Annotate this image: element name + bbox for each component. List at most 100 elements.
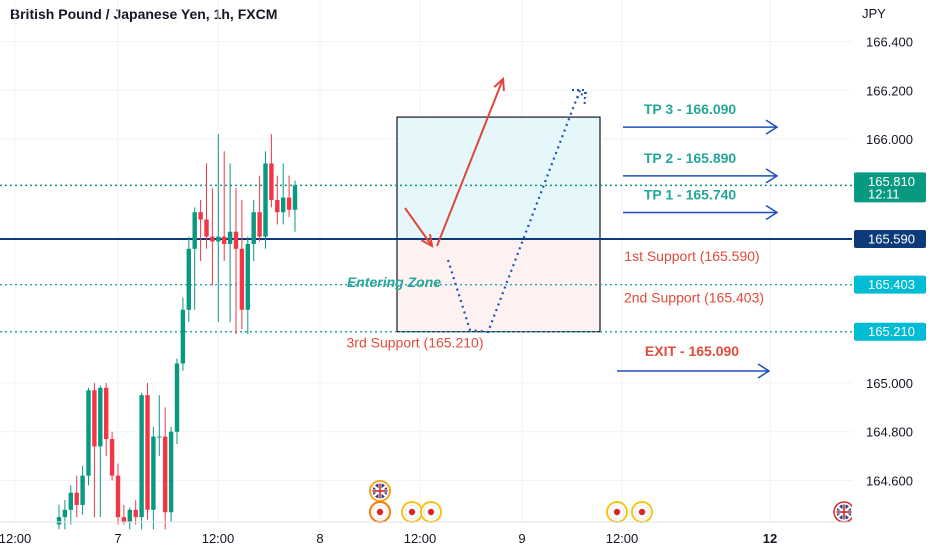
candle-body bbox=[198, 212, 203, 220]
chart-title: British Pound / Japanese Yen, 1h, FXCM bbox=[10, 6, 278, 22]
candle-body bbox=[104, 387, 109, 440]
time-tick: 12 bbox=[763, 531, 777, 546]
candle-body bbox=[180, 309, 186, 364]
candle-body bbox=[292, 185, 298, 210]
support-label: 3rd Support (165.210) bbox=[347, 335, 484, 351]
japan-flag-icon[interactable] bbox=[401, 501, 423, 523]
candle-body bbox=[145, 395, 150, 510]
price-tick: 164.800 bbox=[866, 425, 913, 440]
price-tick: 165.000 bbox=[866, 376, 913, 391]
japan-flag-icon[interactable] bbox=[420, 501, 442, 523]
price-tick: 164.600 bbox=[866, 474, 913, 489]
flag-dot bbox=[427, 508, 435, 516]
candle-body bbox=[233, 231, 239, 249]
japan-flag-icon[interactable] bbox=[369, 501, 391, 523]
time-tick: 12:00 bbox=[0, 531, 31, 546]
price-axis: JPY 166.400 166.200 166.000 165.000 164.800 16… bbox=[852, 0, 932, 550]
time-tick: 7 bbox=[114, 531, 121, 546]
events-layer bbox=[369, 480, 855, 523]
candle-body bbox=[227, 231, 233, 244]
tp-arrow-head bbox=[765, 119, 779, 135]
zone-outline bbox=[396, 116, 601, 333]
zone-boxes bbox=[396, 116, 601, 333]
candle-body bbox=[80, 475, 85, 505]
price-badge-label: 165.810 bbox=[868, 174, 915, 189]
price-tick: 166.400 bbox=[866, 34, 913, 49]
support-label: 2nd Support (165.403) bbox=[624, 290, 764, 306]
arrow-head bbox=[421, 234, 434, 248]
price-tick: 166.000 bbox=[866, 132, 913, 147]
time-tick: 12:00 bbox=[606, 531, 639, 546]
candle-body bbox=[139, 395, 144, 518]
japan-flag-icon[interactable] bbox=[631, 501, 653, 523]
candle-body bbox=[245, 243, 250, 310]
time-tick: 8 bbox=[316, 531, 323, 546]
uk-flag-icon[interactable] bbox=[836, 504, 852, 520]
candle-body bbox=[186, 248, 191, 310]
candle-body bbox=[281, 197, 286, 213]
candle-body bbox=[216, 236, 221, 242]
flag-dot bbox=[638, 508, 646, 516]
candle-body bbox=[115, 475, 121, 518]
entering-zone-label: Entering Zone bbox=[347, 274, 441, 290]
price-badge-sub: 12:11 bbox=[868, 186, 900, 201]
candle-body bbox=[174, 363, 180, 432]
red-arrow-up bbox=[436, 78, 504, 247]
annotations-layer: TP 3 - 166.090 TP 2 - 165.890 TP 1 - 165.7… bbox=[347, 76, 779, 379]
candle-body bbox=[109, 439, 115, 476]
flag-dot bbox=[408, 508, 416, 516]
candle-body bbox=[86, 390, 91, 476]
tp-arrow-head bbox=[765, 204, 779, 221]
candle-body bbox=[275, 200, 280, 213]
japan-flag-icon[interactable] bbox=[606, 501, 628, 523]
candle-body bbox=[151, 436, 156, 510]
candle-body bbox=[204, 219, 209, 237]
price-tick: 166.200 bbox=[866, 83, 913, 98]
candle-body bbox=[192, 212, 197, 249]
tp-arrow-head bbox=[765, 168, 779, 184]
red-arrow-down bbox=[404, 207, 433, 247]
candle-body bbox=[251, 212, 256, 244]
price-axis-bg bbox=[852, 0, 932, 550]
flag-dot bbox=[613, 508, 621, 516]
candle-body bbox=[127, 509, 132, 522]
candle-body bbox=[157, 436, 162, 438]
time-tick: 9 bbox=[518, 531, 525, 546]
candle-body bbox=[239, 248, 245, 310]
arrow-head bbox=[493, 76, 505, 92]
price-badge bbox=[854, 322, 926, 341]
candle-body bbox=[210, 236, 215, 242]
candle-body bbox=[286, 197, 292, 210]
uk-flag-icon[interactable] bbox=[369, 480, 391, 502]
exit-label: EXIT - 165.090 bbox=[645, 343, 739, 359]
exit-arrow-head bbox=[757, 363, 771, 379]
currency-label: JPY bbox=[862, 6, 886, 21]
candle-body bbox=[269, 163, 274, 201]
candle-body bbox=[121, 517, 127, 522]
zone-box bbox=[397, 117, 600, 240]
support-label: 1st Support (165.590) bbox=[624, 248, 759, 264]
time-tick: 12:00 bbox=[202, 531, 235, 546]
candle-body bbox=[56, 517, 62, 525]
arrow-head bbox=[574, 89, 587, 105]
candle-body bbox=[263, 163, 268, 237]
blue-dotted-path bbox=[446, 89, 582, 334]
flag-dot bbox=[376, 508, 384, 516]
candle-body bbox=[74, 492, 79, 505]
time-axis: 12:00 7 12:00 8 12:00 9 12:00 12 bbox=[0, 521, 852, 546]
time-tick: 12:00 bbox=[404, 531, 437, 546]
candle-body bbox=[62, 509, 68, 518]
candle-body bbox=[92, 390, 97, 447]
tp-label: TP 2 - 165.890 bbox=[644, 150, 737, 166]
candle-body bbox=[168, 431, 174, 513]
price-badge-label: 165.403 bbox=[868, 277, 915, 292]
price-badge-label: 165.210 bbox=[868, 324, 915, 339]
price-badge bbox=[854, 230, 926, 249]
zone-box bbox=[397, 239, 600, 332]
tp-label: TP 1 - 165.740 bbox=[644, 186, 737, 202]
price-badge bbox=[854, 172, 926, 203]
candle-body bbox=[133, 509, 138, 518]
candle-body bbox=[222, 236, 227, 244]
price-badge bbox=[854, 275, 926, 294]
